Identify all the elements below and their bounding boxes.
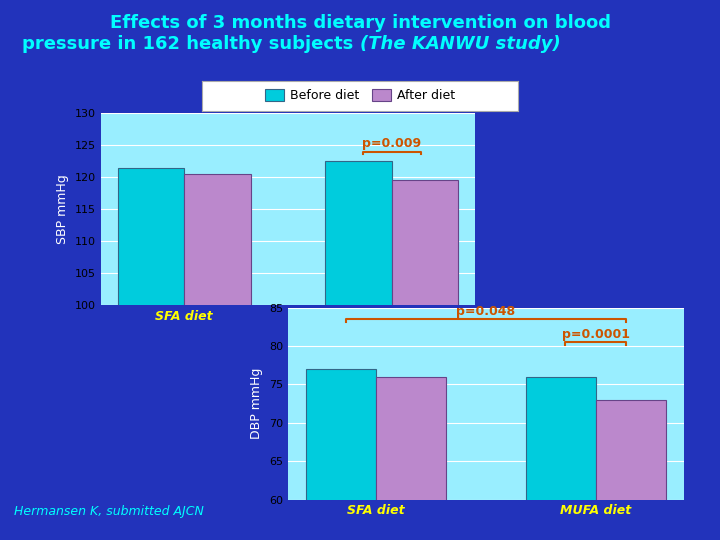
- Bar: [595, 400, 666, 540]
- Bar: [392, 180, 458, 540]
- Text: (The KANWU study): (The KANWU study): [360, 35, 561, 53]
- Text: p=0.009: p=0.009: [362, 137, 421, 150]
- Bar: [377, 377, 446, 540]
- Legend: Before diet, After diet: Before diet, After diet: [260, 84, 460, 107]
- Bar: [325, 161, 392, 540]
- Text: pressure in 162 healthy subjects: pressure in 162 healthy subjects: [22, 35, 360, 53]
- Bar: [526, 377, 595, 540]
- Bar: [118, 168, 184, 540]
- Text: p=0.048: p=0.048: [456, 305, 516, 318]
- Text: p=0.0001: p=0.0001: [562, 328, 630, 341]
- Bar: [184, 174, 251, 540]
- Text: Effects of 3 months dietary intervention on blood: Effects of 3 months dietary intervention…: [109, 14, 611, 31]
- Y-axis label: SBP mmHg: SBP mmHg: [56, 174, 69, 244]
- Text: Hermansen K, submitted AJCN: Hermansen K, submitted AJCN: [14, 505, 204, 518]
- Y-axis label: DBP mmHg: DBP mmHg: [251, 368, 264, 440]
- Bar: [306, 369, 377, 540]
